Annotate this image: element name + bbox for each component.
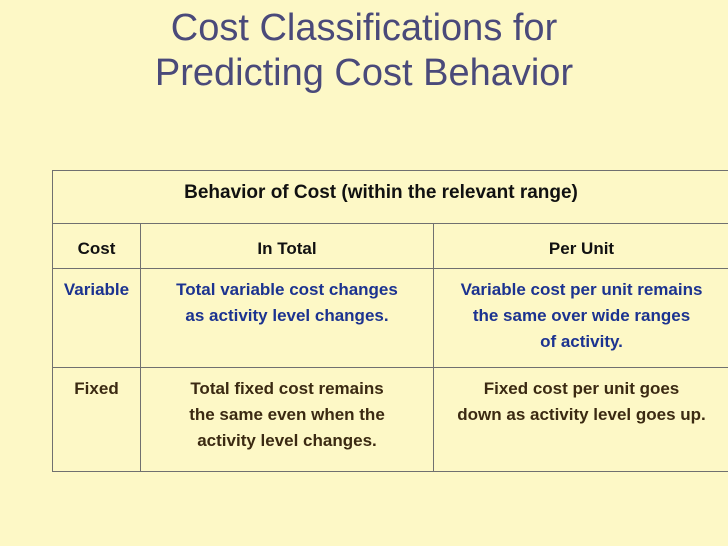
table-group-header: Behavior of Cost (within the relevant ra… [184, 182, 578, 203]
column-header-cost: Cost [53, 224, 141, 268]
table-row-variable: Variable Total variable cost changes as … [53, 269, 728, 368]
column-header-in-total: In Total [141, 224, 434, 268]
fixed-in-total-line-1: Total fixed cost remains [190, 379, 384, 398]
cost-type-fixed: Fixed [53, 368, 141, 472]
fixed-in-total-line-2: the same even when the [189, 405, 385, 424]
variable-per-unit-line-3: of activity. [540, 332, 623, 351]
variable-in-total-line-1: Total variable cost changes [176, 280, 398, 299]
fixed-in-total-cell: Total fixed cost remains the same even w… [141, 368, 434, 472]
fixed-per-unit-line-2: down as activity level goes up. [457, 405, 706, 424]
table-group-header-row: Behavior of Cost (within the relevant ra… [53, 171, 728, 224]
variable-in-total-line-2: as activity level changes. [185, 306, 389, 325]
column-header-per-unit: Per Unit [548, 239, 615, 258]
variable-per-unit-line-1: Variable cost per unit remains [460, 280, 703, 299]
table-row-fixed: Fixed Total fixed cost remains the same … [53, 368, 728, 472]
fixed-per-unit-line-1: Fixed cost per unit goes [483, 379, 680, 398]
fixed-per-unit-cell: Fixed cost per unit goes down as activit… [434, 368, 728, 472]
cost-type-variable: Variable [53, 269, 141, 367]
variable-in-total-cell: Total variable cost changes as activity … [141, 269, 434, 367]
fixed-in-total-line-3: activity level changes. [197, 431, 377, 450]
variable-per-unit-cell: Variable cost per unit remains the same … [434, 269, 728, 367]
variable-per-unit-line-2: the same over wide ranges [472, 306, 691, 325]
slide-title-line-2: Predicting Cost Behavior [154, 52, 574, 94]
table-column-header-row: Cost In Total Per Unit [53, 224, 728, 269]
slide-title-line-1: Cost Classifications for [170, 7, 558, 49]
slide-title: Cost Classifications for Predicting Cost… [0, 6, 728, 96]
cost-behavior-table: Behavior of Cost (within the relevant ra… [52, 170, 728, 472]
